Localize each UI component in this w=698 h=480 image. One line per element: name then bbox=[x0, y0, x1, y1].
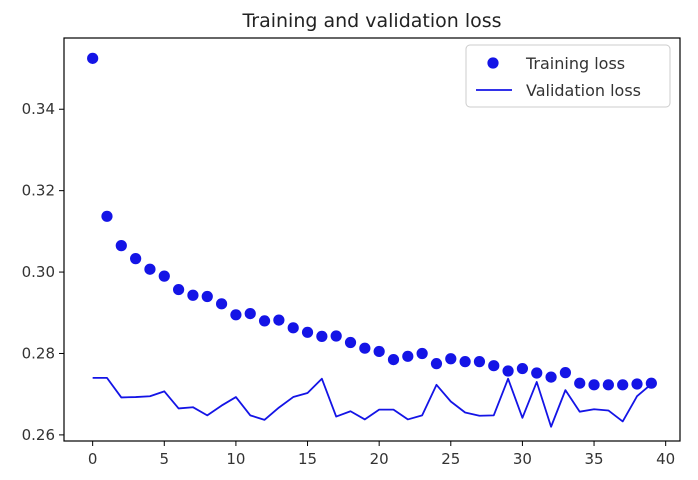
legend: Training loss Validation loss bbox=[465, 44, 671, 108]
training-loss-point bbox=[187, 289, 199, 301]
y-tick-label: 0.32 bbox=[22, 182, 55, 200]
training-loss-point bbox=[531, 367, 543, 379]
y-tick-label: 0.28 bbox=[22, 344, 55, 362]
training-loss-point bbox=[473, 356, 486, 368]
training-loss-point bbox=[359, 342, 371, 354]
training-loss-point bbox=[130, 253, 142, 265]
training-loss-point bbox=[344, 336, 357, 349]
training-loss-point bbox=[631, 378, 643, 390]
y-tick-label: 0.26 bbox=[22, 426, 55, 444]
training-loss-point bbox=[617, 379, 629, 391]
legend-label: Validation loss bbox=[526, 81, 641, 100]
x-tick-label: 15 bbox=[298, 450, 317, 468]
training-loss-point bbox=[215, 298, 228, 310]
training-loss-point bbox=[316, 330, 328, 342]
x-tick-label: 10 bbox=[226, 450, 245, 468]
training-loss-point bbox=[459, 356, 471, 368]
training-loss-point bbox=[230, 309, 242, 321]
training-loss-point bbox=[201, 290, 213, 303]
training-loss-point bbox=[387, 353, 400, 366]
x-tick-label: 20 bbox=[370, 450, 389, 468]
training-loss-point bbox=[287, 322, 299, 334]
training-loss-point bbox=[244, 307, 256, 320]
x-tick-label: 25 bbox=[441, 450, 460, 468]
training-loss-point bbox=[416, 347, 428, 360]
training-loss-point bbox=[373, 345, 385, 358]
validation-loss-line bbox=[92, 376, 652, 428]
x-tick-label: 30 bbox=[513, 450, 532, 468]
training-loss-point bbox=[158, 270, 170, 282]
axis-ticks-group: 0 5 10 15 20 25 30 35 40 0.26 0.28 0.30 0.32 0.34 bbox=[22, 100, 676, 468]
training-loss-point bbox=[430, 358, 443, 370]
training-loss-point bbox=[301, 326, 314, 338]
training-loss-point bbox=[602, 379, 614, 391]
training-loss-point bbox=[559, 367, 572, 379]
x-tick-label: 40 bbox=[656, 450, 675, 468]
training-loss-point bbox=[445, 353, 457, 365]
training-loss-point bbox=[502, 365, 514, 377]
x-tick-label: 5 bbox=[160, 450, 170, 468]
x-tick-label: 0 bbox=[88, 450, 98, 468]
x-tick-label: 35 bbox=[584, 450, 603, 468]
training-loss-point bbox=[144, 263, 156, 275]
training-loss-point bbox=[258, 315, 271, 327]
chart-title: Training and validation loss bbox=[241, 10, 501, 32]
training-loss-point bbox=[101, 210, 113, 222]
training-loss-point bbox=[516, 362, 529, 375]
training-loss-point bbox=[402, 350, 414, 362]
training-loss-point bbox=[574, 377, 586, 389]
training-loss-point bbox=[173, 283, 185, 296]
training-loss-point bbox=[588, 379, 600, 391]
training-loss-point bbox=[273, 314, 285, 326]
legend-label: Training loss bbox=[525, 54, 625, 73]
training-loss-point bbox=[645, 377, 657, 389]
y-tick-label: 0.30 bbox=[22, 263, 55, 281]
training-loss-point bbox=[545, 371, 557, 383]
training-loss-point bbox=[115, 240, 127, 252]
training-loss-point bbox=[488, 360, 500, 372]
training-loss-point bbox=[87, 52, 99, 64]
series-group bbox=[87, 52, 657, 428]
training-loss-point bbox=[330, 330, 342, 342]
legend-marker-training-loss bbox=[487, 57, 499, 69]
legend-box bbox=[465, 44, 671, 108]
plot-frame bbox=[63, 37, 681, 442]
y-tick-label: 0.34 bbox=[22, 100, 55, 118]
